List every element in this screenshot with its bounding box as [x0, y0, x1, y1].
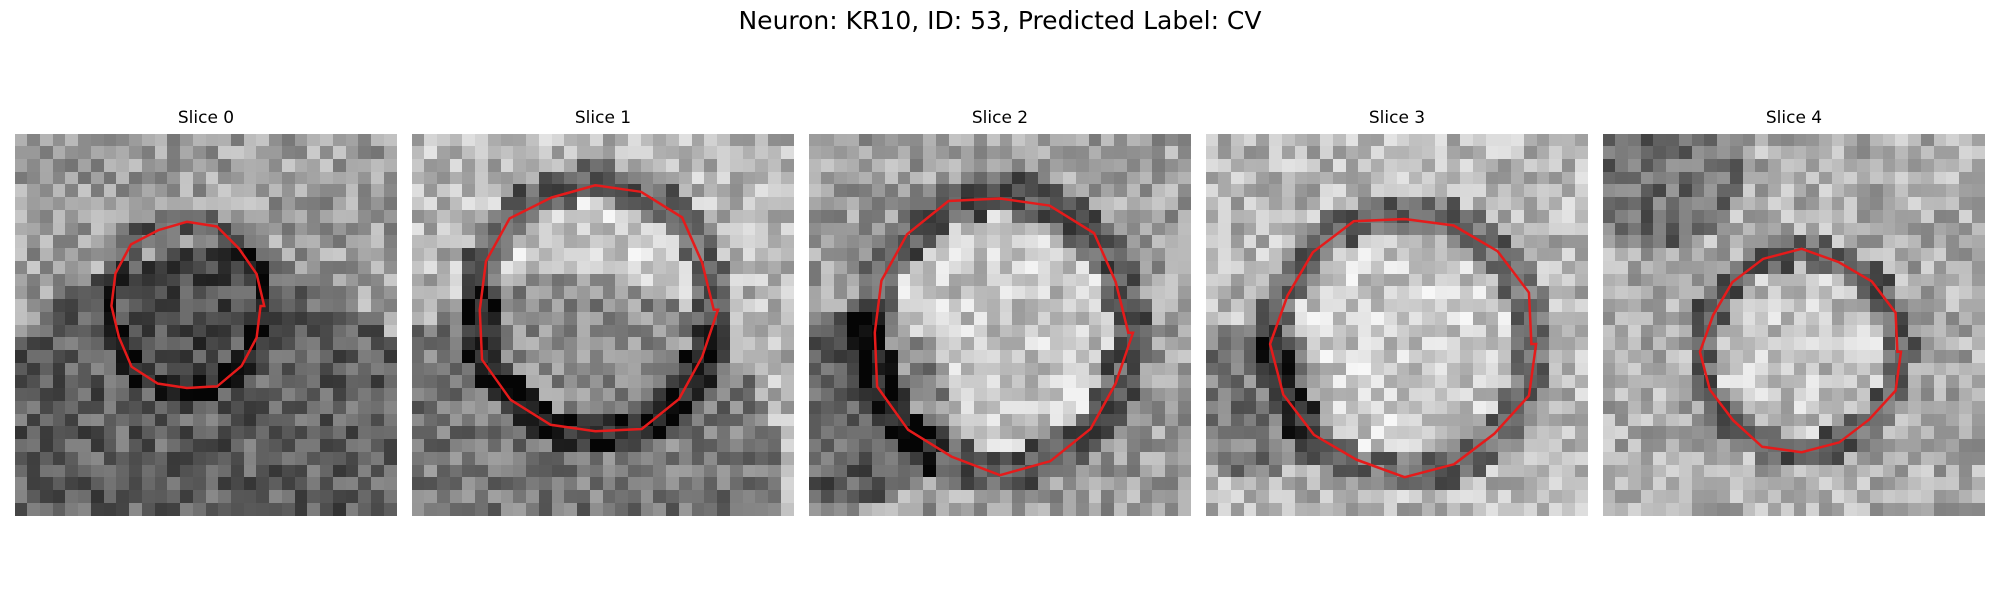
slice-title: Slice 0 [177, 108, 235, 128]
slice-panel-4: Slice 4 [1603, 108, 1985, 516]
figure-title: Neuron: KR10, ID: 53, Predicted Label: C… [738, 6, 1262, 35]
slice-image [15, 134, 397, 516]
slice-image [412, 134, 794, 516]
slice-panel-3: Slice 3 [1206, 108, 1588, 516]
slice-title: Slice 3 [1368, 108, 1426, 128]
slice-panel-0: Slice 0 [15, 108, 397, 516]
slice-image [1206, 134, 1588, 516]
slice-panel-2: Slice 2 [809, 108, 1191, 516]
slice-title: Slice 4 [1765, 108, 1823, 128]
slice-title: Slice 1 [574, 108, 632, 128]
slice-panel-1: Slice 1 [412, 108, 794, 516]
slice-image [1603, 134, 1985, 516]
slice-image [809, 134, 1191, 516]
slice-title: Slice 2 [971, 108, 1029, 128]
